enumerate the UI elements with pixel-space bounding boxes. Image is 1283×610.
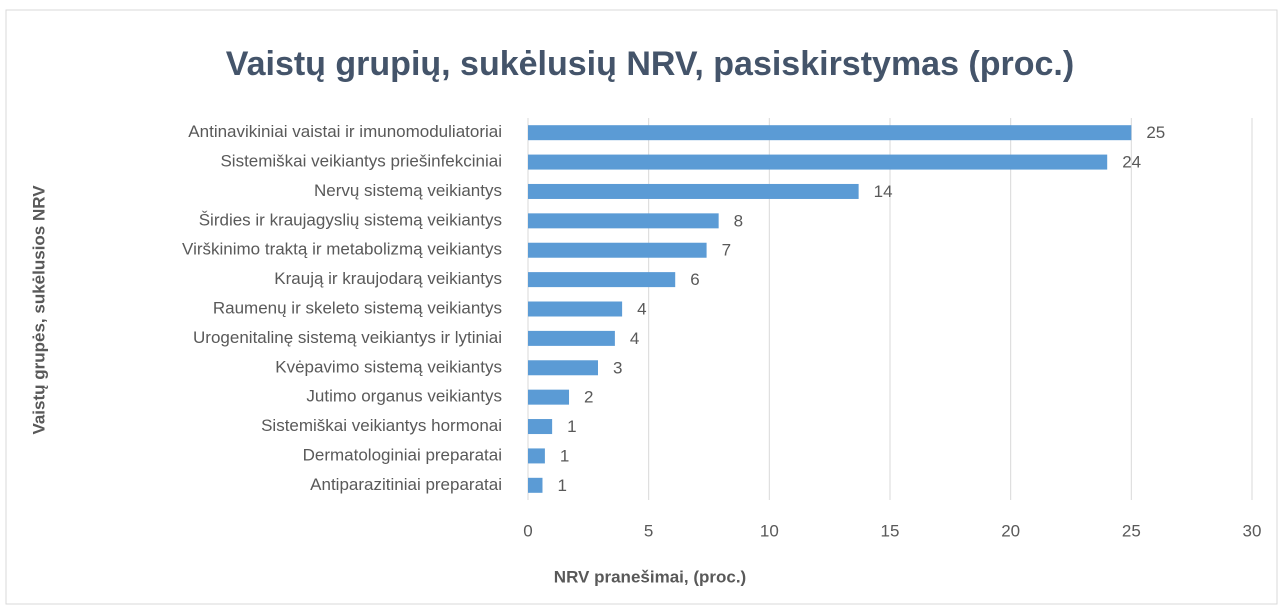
y-tick-label: Virškinimo traktą ir metabolizmą veikian… xyxy=(182,240,502,259)
value-label: 4 xyxy=(630,329,639,348)
bar xyxy=(528,242,707,258)
y-tick-label: Kraują ir kraujodarą veikiantys xyxy=(274,269,502,288)
y-tick-label: Kvėpavimo sistemą veikiantys xyxy=(275,357,502,376)
value-label: 1 xyxy=(567,417,576,436)
chart-title: Vaistų grupių, sukėlusių NRV, pasiskirst… xyxy=(226,45,1074,83)
y-tick-label: Jutimo organus veikiantys xyxy=(306,387,502,406)
y-tick-label: Sistemiškai veikiantys priešinfekciniai xyxy=(220,152,502,171)
value-label: 6 xyxy=(690,270,699,289)
y-tick-label: Antiparazitiniai preparatai xyxy=(310,475,502,494)
bar xyxy=(528,477,543,493)
y-tick-label: Raumenų ir skeleto sistemą veikiantys xyxy=(213,298,502,317)
x-tick-label: 15 xyxy=(881,521,900,540)
value-label: 4 xyxy=(637,299,646,318)
x-tick-label: 20 xyxy=(1001,521,1020,540)
y-tick-label: Antinavikiniai vaistai ir imunomoduliato… xyxy=(188,122,502,141)
value-label: 24 xyxy=(1122,153,1141,172)
bar xyxy=(528,183,859,199)
bar xyxy=(528,330,615,346)
bar xyxy=(528,389,570,405)
y-tick-label: Sistemiškai veikiantys hormonai xyxy=(261,416,502,435)
bar xyxy=(528,301,623,317)
x-axis-label: NRV pranešimai, (proc.) xyxy=(554,567,746,586)
bar xyxy=(528,419,553,435)
value-label: 8 xyxy=(734,211,743,230)
y-tick-label: Dermatologiniai preparatai xyxy=(303,445,502,464)
y-tick-label: Urogenitalinę sistemą veikiantys ir lyti… xyxy=(193,328,502,347)
value-label: 2 xyxy=(584,388,593,407)
value-label: 7 xyxy=(722,241,731,260)
x-tick-label: 25 xyxy=(1122,521,1141,540)
value-label: 14 xyxy=(874,182,893,201)
y-tick-label: Nervų sistemą veikiantys xyxy=(314,181,502,200)
bar xyxy=(528,448,545,464)
bar xyxy=(528,154,1108,170)
value-label: 1 xyxy=(557,476,566,495)
y-axis-label: Vaistų grupės, sukėlusios NRV xyxy=(29,185,48,435)
bar xyxy=(528,213,719,229)
x-tick-label: 30 xyxy=(1243,521,1262,540)
bar xyxy=(528,272,676,288)
bar xyxy=(528,125,1132,141)
chart-border xyxy=(5,9,1278,605)
x-tick-label: 10 xyxy=(760,521,779,540)
value-label: 25 xyxy=(1146,123,1165,142)
value-label: 3 xyxy=(613,358,622,377)
y-tick-label: Širdies ir kraujagyslių sistemą veikiant… xyxy=(199,210,502,229)
x-tick-label: 5 xyxy=(644,521,653,540)
value-label: 1 xyxy=(560,446,569,465)
x-tick-label: 0 xyxy=(523,521,532,540)
bar xyxy=(528,360,598,376)
